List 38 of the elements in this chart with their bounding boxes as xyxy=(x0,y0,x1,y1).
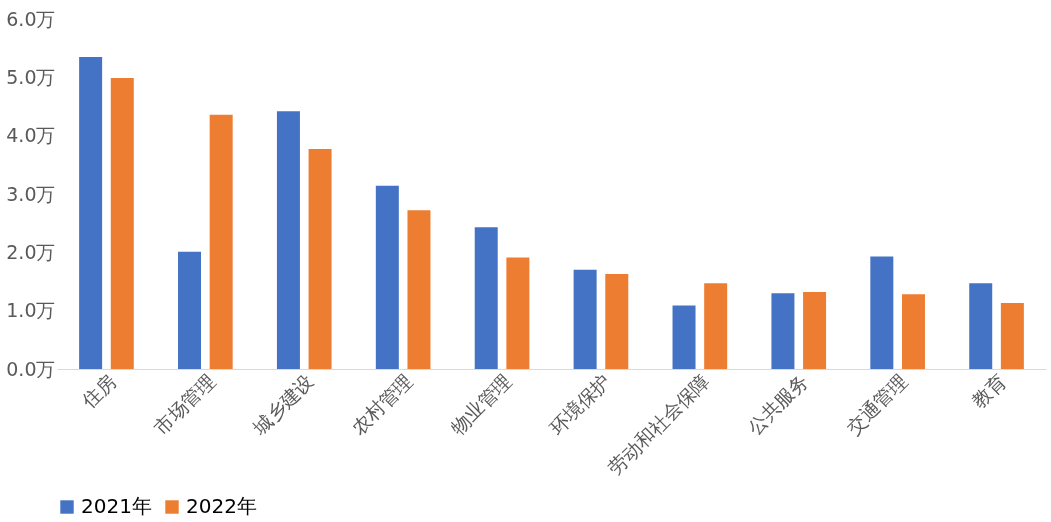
y-tick-label: 6.0万 xyxy=(6,7,56,30)
bar xyxy=(110,77,134,369)
bar xyxy=(276,111,300,369)
bar xyxy=(803,292,827,369)
x-tick-label: 公共服务 xyxy=(742,369,813,439)
y-tick-label: 3.0万 xyxy=(6,182,56,205)
bar xyxy=(771,293,795,369)
bar xyxy=(79,56,103,369)
y-tick-label: 0.0万 xyxy=(6,357,56,380)
y-tick-label: 1.0万 xyxy=(6,299,56,322)
bar xyxy=(308,149,332,369)
bar xyxy=(375,185,399,369)
x-tick-label: 物业管理 xyxy=(446,369,516,439)
x-tick-label: 住房 xyxy=(76,369,120,413)
bar xyxy=(704,283,728,369)
x-tick-label: 城乡建设 xyxy=(247,369,318,440)
bar xyxy=(407,210,431,369)
y-tick-label: 5.0万 xyxy=(6,65,56,88)
bar xyxy=(870,256,894,369)
x-tick-label: 农村管理 xyxy=(347,369,417,439)
bar xyxy=(969,283,993,369)
bar xyxy=(178,251,202,369)
bar xyxy=(901,294,925,369)
legend-label: 2022年 xyxy=(186,494,257,518)
bar xyxy=(209,114,233,369)
x-tick-label: 教育 xyxy=(967,369,1010,412)
bar xyxy=(474,227,498,369)
bar xyxy=(672,305,696,369)
bar xyxy=(605,273,629,369)
y-tick-label: 2.0万 xyxy=(6,240,56,263)
y-tick-label: 4.0万 xyxy=(6,124,56,147)
bar xyxy=(573,269,597,369)
legend-label: 2021年 xyxy=(81,494,152,518)
x-tick-label: 市场管理 xyxy=(149,369,219,439)
x-tick-label: 交通管理 xyxy=(841,369,912,439)
bar xyxy=(506,257,530,369)
x-tick-label: 环境保护 xyxy=(545,369,615,439)
bar xyxy=(1000,303,1024,369)
